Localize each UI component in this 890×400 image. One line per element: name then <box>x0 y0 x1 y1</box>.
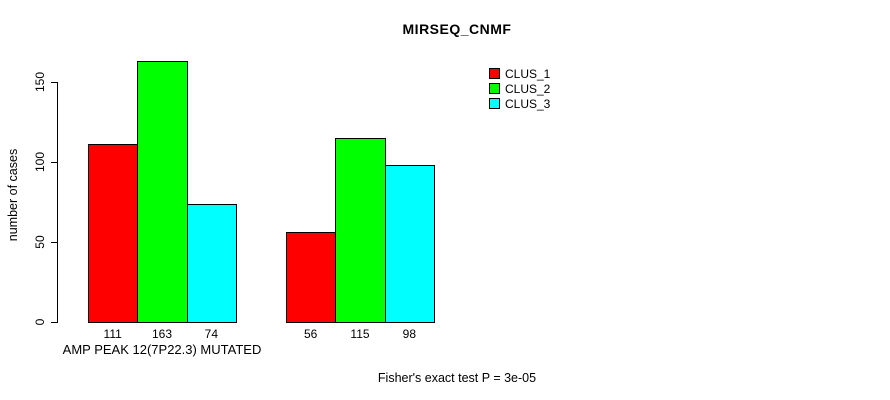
legend-swatch-icon <box>489 68 500 79</box>
legend-swatch-icon <box>489 98 500 109</box>
legend-item-clus_1: CLUS_1 <box>489 66 550 81</box>
legend-label: CLUS_3 <box>505 96 551 111</box>
y-tick-label: 0 <box>33 318 47 326</box>
bar-value-label: 56 <box>303 327 318 341</box>
bar-clus_2-group1 <box>137 61 188 323</box>
legend-swatch-icon <box>489 83 500 94</box>
bar-clus_3-group2 <box>384 165 435 323</box>
bar-clus_2-group2 <box>335 138 386 323</box>
bar-clus_1-group2 <box>286 232 337 323</box>
legend-item-clus_3: CLUS_3 <box>489 96 550 111</box>
x-axis-label: AMP PEAK 12(7P22.3) MUTATED <box>62 342 262 357</box>
footnote: Fisher's exact test P = 3e-05 <box>377 371 537 385</box>
y-tick-label: 50 <box>33 235 47 249</box>
legend-label: CLUS_2 <box>505 81 551 96</box>
y-axis-line <box>57 82 58 323</box>
y-tick-mark <box>51 162 57 163</box>
legend-label: CLUS_1 <box>505 66 551 81</box>
bar-clus_3-group1 <box>186 203 237 323</box>
bar-clus_1-group1 <box>88 144 139 323</box>
legend: CLUS_1 CLUS_2 CLUS_3 <box>489 66 550 111</box>
y-tick-label: 100 <box>33 151 47 173</box>
bar-value-label: 98 <box>402 327 416 341</box>
chart-title: MIRSEQ_CNMF <box>402 21 512 37</box>
bar-value-label: 74 <box>204 327 218 341</box>
y-tick-mark <box>51 242 57 243</box>
bar-value-label: 163 <box>151 327 172 341</box>
bar-value-label: 115 <box>350 327 370 341</box>
legend-item-clus_2: CLUS_2 <box>489 81 550 96</box>
y-tick-label: 150 <box>33 71 47 93</box>
bar-value-label: 111 <box>103 327 122 341</box>
y-tick-mark <box>51 322 57 323</box>
y-axis-label: number of cases <box>6 148 20 242</box>
y-tick-mark <box>51 82 57 83</box>
